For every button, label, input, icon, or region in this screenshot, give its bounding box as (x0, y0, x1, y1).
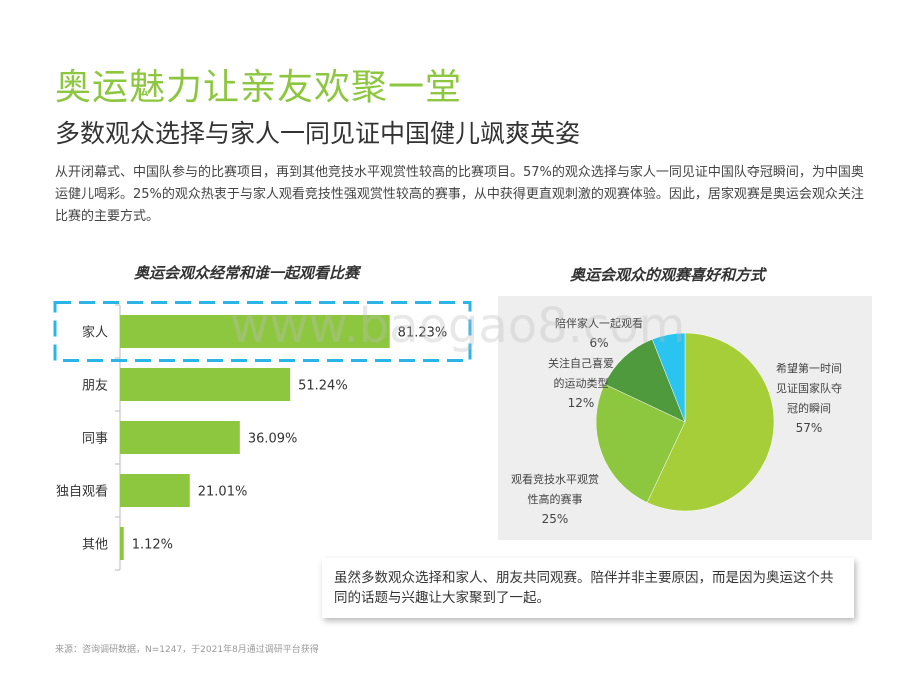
bar-4 (120, 474, 190, 507)
bar-2 (120, 368, 291, 401)
bar-chart-title: 奥运会观众经常和谁一起观看比赛 (134, 264, 360, 282)
page-subtitle: 多数观众选择与家人一同见证中国健儿飒爽英姿 (55, 119, 581, 148)
bar-1 (120, 315, 390, 348)
page-title: 奥运魅力让亲友欢聚一堂 (55, 67, 463, 108)
pie-slice-label: 见证国家队夺 (776, 381, 842, 395)
pie-slice-value-label: 57% (796, 421, 823, 435)
pie-slice-label: 性高的赛事 (528, 492, 583, 506)
pie-slice-2 (595, 383, 686, 503)
pie-slice-value-label: 25% (542, 512, 569, 526)
pie-slice-value-label: 12% (568, 396, 595, 410)
pie-slice-label: 希望第一时间 (776, 361, 842, 375)
bar-value-label: 21.01% (198, 485, 248, 500)
bar-3 (120, 421, 240, 454)
highlight-dashed-box (53, 301, 472, 362)
pie-slice-1 (646, 332, 775, 512)
bar-value-label: 1.12% (132, 538, 173, 553)
pie-slice-label: 的运动类型 (554, 376, 609, 390)
bar-category-label: 朋友 (82, 378, 108, 394)
bar-category-label: 家人 (82, 325, 108, 341)
bar-value-label: 36.09% (248, 432, 298, 447)
bar-value-label: 81.23% (398, 326, 448, 341)
pie-slice-label: 冠的瞬间 (787, 401, 831, 415)
pie-slice-3 (604, 338, 686, 423)
bar-5 (120, 527, 124, 560)
bar-category-label: 其他 (82, 538, 108, 553)
bar-category-label: 独自观看 (56, 484, 108, 500)
source-note: 来源：咨询调研数据，N=1247，于2021年8月通过调研平台获得 (55, 645, 319, 655)
pie-chart-title: 奥运会观众的观赛喜好和方式 (570, 266, 766, 284)
pie-slice-4 (651, 332, 686, 423)
pie-slice-label: 观看竞技水平观赏 (511, 472, 599, 486)
pie-slice-label: 关注自己喜爱 (548, 356, 614, 370)
callout-box: 虽然多数观众选择和家人、朋友共同观赛。陪伴并非主要原因，而是因为奥运这个共同的话… (322, 558, 854, 618)
watermark-text: www.baogao8.com (230, 298, 686, 354)
pie-slice-label: 陪伴家人一起观看 (555, 316, 643, 330)
bar-value-label: 51.24% (298, 379, 348, 394)
bar-category-label: 同事 (82, 432, 108, 447)
intro-paragraph: 从开闭幕式、中国队参与的比赛项目，再到其他竞技水平观赏性较高的比赛项目。57%的… (55, 165, 864, 224)
pie-slice-value-label: 6% (589, 336, 608, 350)
